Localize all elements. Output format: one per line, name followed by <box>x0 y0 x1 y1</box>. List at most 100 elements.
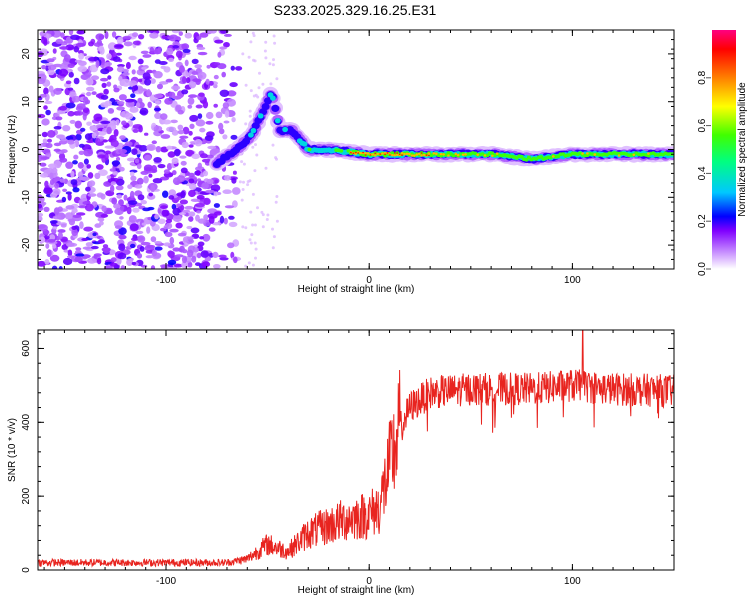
heatmap-cell <box>140 200 147 205</box>
heatmap-cell <box>126 258 134 267</box>
heatmap-cell <box>374 154 377 157</box>
heatmap-cell <box>150 265 156 269</box>
heatmap-cell <box>109 262 118 267</box>
heatmap-cell <box>231 177 237 184</box>
heatmap-cell <box>176 192 186 197</box>
heatmap-cell <box>143 164 153 172</box>
heatmap-cell <box>231 117 236 123</box>
heatmap-cell <box>77 65 88 73</box>
heatmap-cell <box>195 119 206 127</box>
heatmap-cell <box>60 32 65 38</box>
heatmap-cell <box>58 266 63 269</box>
heatmap-cell <box>255 153 259 157</box>
heatmap-cell <box>43 87 49 95</box>
heatmap-cell <box>166 47 174 56</box>
heatmap-cell <box>38 260 46 267</box>
heatmap-cell <box>241 225 245 229</box>
heatmap-cell <box>106 53 112 60</box>
heatmap-cell <box>154 241 163 244</box>
heatmap-cell <box>350 151 352 154</box>
heatmap-cell <box>435 152 438 155</box>
heatmap-cell <box>121 120 127 126</box>
heatmap-cell <box>180 167 188 174</box>
heatmap-cell <box>240 198 244 202</box>
y-tick-label: 10 <box>21 96 32 108</box>
heatmap-cell <box>274 118 281 124</box>
heatmap-cell <box>109 168 116 172</box>
heatmap-cell <box>52 48 57 54</box>
heatmap-cell <box>253 223 257 227</box>
x-tick-label: 0 <box>366 275 372 286</box>
heatmap-cell <box>75 253 85 257</box>
heatmap-cell <box>115 52 122 56</box>
heatmap-cell <box>230 65 235 71</box>
heatmap-cell <box>146 244 156 249</box>
heatmap-cell <box>67 110 75 117</box>
heatmap-cell <box>207 145 217 150</box>
heatmap-cell <box>130 93 136 98</box>
heatmap-cell <box>103 249 110 254</box>
heatmap-cell <box>364 152 367 155</box>
heatmap-cell <box>42 138 48 144</box>
heatmap-cell <box>181 255 188 264</box>
heatmap-cell <box>167 151 176 158</box>
heatmap-cell <box>199 127 206 133</box>
heatmap-cell <box>210 148 219 155</box>
heatmap-cell <box>204 135 214 142</box>
heatmap-cell <box>207 208 218 214</box>
heatmap-cell <box>92 232 97 237</box>
heatmap-cell <box>238 180 242 184</box>
heatmap-cell <box>248 114 252 118</box>
snr-series-line <box>38 330 674 568</box>
heatmap-cell <box>83 158 89 165</box>
heatmap-cell <box>194 203 205 208</box>
heatmap-cell <box>251 223 255 227</box>
heatmap-cell <box>112 56 121 62</box>
heatmap-cell <box>43 187 53 195</box>
heatmap-cell <box>119 216 124 220</box>
heatmap-cell <box>110 181 117 186</box>
heatmap-cell <box>188 211 196 217</box>
heatmap-cell <box>107 75 112 80</box>
heatmap-cell <box>52 215 62 220</box>
heatmap-cell <box>141 222 147 226</box>
heatmap-cell <box>115 185 124 191</box>
heatmap-cell <box>47 64 57 71</box>
heatmap-cell <box>417 152 421 155</box>
heatmap-cell <box>160 134 171 139</box>
heatmap-cell <box>261 225 265 229</box>
heatmap-cell <box>167 36 175 40</box>
heatmap-cell <box>129 223 139 232</box>
heatmap-cell <box>136 40 141 46</box>
heatmap-cell <box>58 68 69 77</box>
heatmap-cell <box>44 180 49 188</box>
heatmap-cell <box>519 154 524 159</box>
heatmap-cell <box>56 134 65 139</box>
heatmap-cell <box>131 69 136 75</box>
heatmap-cell <box>39 236 46 244</box>
heatmap-cell <box>154 246 163 251</box>
heatmap-cell <box>153 71 163 79</box>
x-tick-label: -100 <box>156 576 176 587</box>
heatmap-cell <box>58 140 68 145</box>
heatmap-cell <box>181 141 189 149</box>
heatmap-cell <box>107 108 115 114</box>
heatmap-cell <box>189 141 197 144</box>
heatmap-cell <box>118 234 127 240</box>
heatmap-cell <box>60 223 67 228</box>
heatmap-cell <box>41 118 50 126</box>
heatmap-cell <box>100 213 109 218</box>
heatmap-cell <box>265 218 269 221</box>
colorbar-tick-label: 0.0 <box>697 262 708 276</box>
heatmap-cell <box>149 30 155 33</box>
x-tick-label: -100 <box>156 275 176 286</box>
heatmap-cell <box>86 121 92 126</box>
y-tick-label: 400 <box>21 414 32 431</box>
heatmap-cell <box>270 95 276 101</box>
heatmap-cell <box>187 172 195 178</box>
heatmap-cell <box>166 145 173 150</box>
heatmap-cell <box>202 233 211 242</box>
heatmap-cell <box>223 217 228 225</box>
heatmap-cell <box>248 132 254 138</box>
